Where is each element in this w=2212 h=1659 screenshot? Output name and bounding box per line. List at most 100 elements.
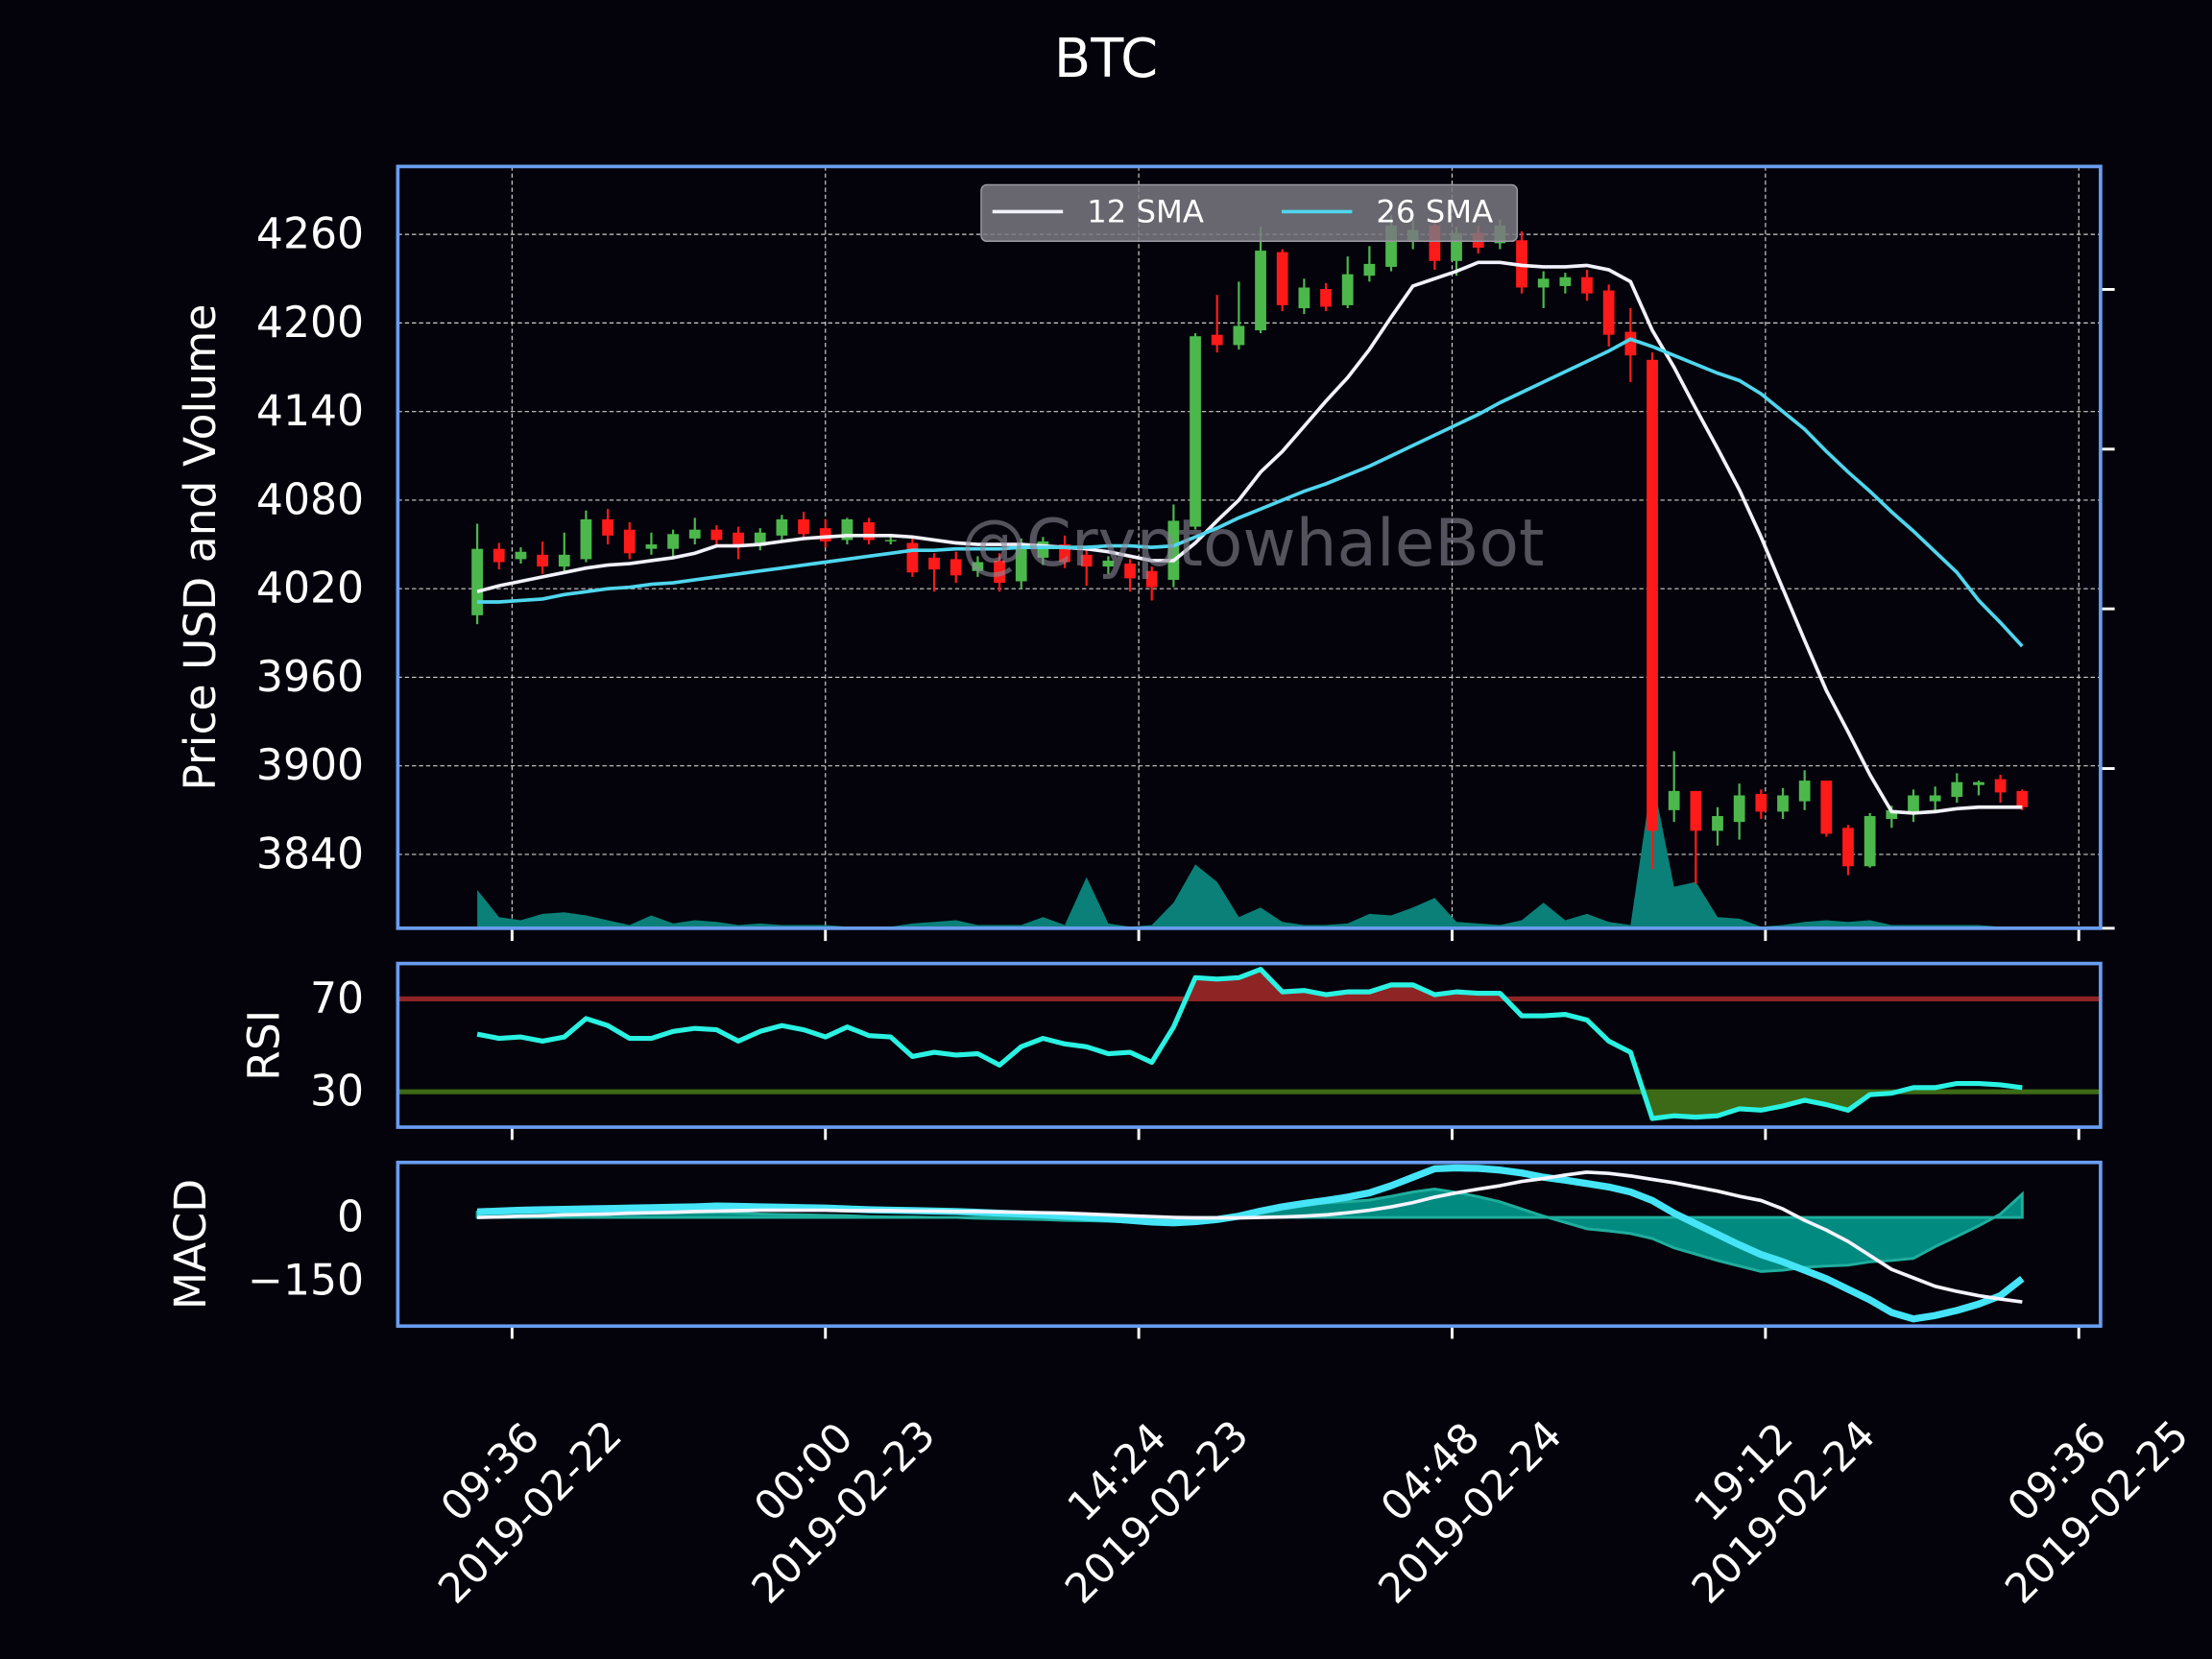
candle-body [1863,815,1876,867]
indicator-line [477,1170,2023,1304]
candle-body [1994,779,2007,793]
candle-body [471,548,483,615]
candle-body [623,529,636,554]
sma-line [477,337,2024,648]
candle-body [1080,554,1093,567]
candle-body [1777,795,1789,812]
candle-body [537,554,548,567]
y-tick-label: −150 [248,1257,364,1306]
y-axis-label: Price USD and Volume [175,304,226,791]
candle-body [798,518,809,535]
candle-body [515,551,527,560]
y-axis-label: MACD [165,1179,216,1310]
panel-frame [396,961,2103,1129]
sma-line [476,260,2023,815]
candle-body [1233,325,1245,346]
y-tick-label: 4200 [256,299,364,348]
candle-body [906,542,919,573]
candle-body [841,518,854,541]
candle-body [1647,359,1658,831]
y-tick-label: 4260 [256,210,364,259]
candle-body [688,529,701,539]
candle-body [819,528,831,541]
candle-body [645,544,658,549]
candle-body [1820,781,1833,834]
candle-body [1341,274,1354,305]
candle-body [710,529,723,541]
candle-body [1908,795,1919,813]
candle-body [1951,781,1963,797]
volume-area [477,776,2023,928]
candle-body [1102,560,1115,567]
candle-body [2016,790,2029,807]
candle-body [1320,289,1332,307]
candle-body [1690,790,1702,831]
candle-body [1581,276,1593,294]
candle-body [1559,276,1572,286]
y-tick-label: 3960 [256,653,364,702]
y-tick-label: 3900 [256,741,364,790]
y-axis-label: RSI [238,1010,289,1081]
candle-body [950,559,962,576]
candle-body [1363,263,1376,276]
y-tick-label: 4140 [256,387,364,436]
candle-body [1124,564,1136,579]
y-tick-label: 4020 [256,565,364,613]
candle-body [1211,334,1223,346]
candle-body [928,557,940,570]
legend-label: 26 SMA [1376,193,1493,229]
y-tick-label: 70 [310,974,364,1023]
candle-body [733,532,744,545]
indicator-line [476,1164,2025,1323]
legend-box [980,183,1519,242]
legend-label: 12 SMA [1087,193,1204,229]
candle-body [1755,793,1767,812]
plot-area [397,967,2101,1121]
candle-body [1190,336,1201,527]
candle-body [1451,232,1462,261]
y-tick-label: 30 [310,1068,364,1117]
panel-frame [396,164,2103,930]
candle-body [1255,251,1266,331]
candle-body [1624,331,1637,356]
indicator-line [476,967,2023,1121]
y-tick-label: 3840 [256,830,364,878]
candle-body [1798,781,1811,802]
candle-body [580,518,592,560]
watermark: @CryptowhaleBot [961,505,1544,581]
panel-frame [396,1160,2103,1329]
candle-body [884,540,897,541]
candle-body [1276,252,1288,305]
candle-body [994,560,1005,584]
candle-body [754,532,766,546]
candle-body [493,548,505,563]
y-tick-label: 0 [337,1193,364,1242]
plot-area [471,215,2029,928]
candle-body [1015,545,1027,582]
candle-body [1886,809,1898,820]
candle-body [776,518,788,536]
candle-body [972,562,984,571]
candle-body [1537,278,1550,288]
candle-body [1712,815,1723,831]
candle-body [1298,287,1310,309]
plot-area [475,1164,2025,1323]
candle-body [1059,544,1070,563]
candle-body [1733,795,1745,823]
candle-body [667,534,679,549]
candle-body [602,518,613,536]
candle-body [1668,790,1680,810]
candle-body [1429,225,1441,261]
candle-body [1973,781,1984,785]
chart-title: BTC [1054,28,1158,90]
candle-body [1602,290,1615,335]
y-tick-label: 4080 [256,475,364,524]
candle-body [1037,541,1049,558]
candle-body [1842,828,1854,867]
candle-body [558,554,570,567]
candle-body [1167,520,1180,580]
threshold-fill [477,969,2023,999]
candle-body [1929,795,1941,802]
candle-body [863,521,875,541]
